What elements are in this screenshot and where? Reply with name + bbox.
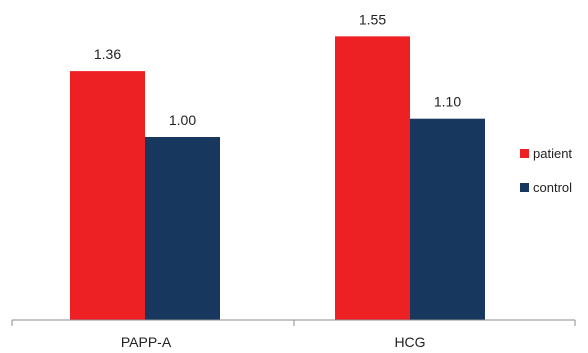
value-label-control-hcg: 1.10: [434, 94, 461, 110]
legend-label-control: control: [533, 179, 573, 195]
bar-patient-papp-a: [70, 71, 145, 321]
legend-swatch-patient: [520, 148, 529, 158]
legend: patient control: [520, 143, 572, 211]
category-label-hcg: HCG: [394, 334, 425, 350]
category-label-papp-a: PAPP-A: [121, 334, 172, 350]
value-labels-group: 1.36 1.00 1.55 1.10: [94, 11, 461, 128]
value-label-patient-hcg: 1.55: [359, 11, 386, 27]
bar-patient-hcg: [335, 36, 410, 320]
bar-control-papp-a: [145, 137, 220, 320]
legend-item-patient: patient: [520, 143, 572, 163]
legend-item-control: control: [520, 177, 572, 197]
legend-swatch-control: [520, 182, 529, 192]
legend-label-patient: patient: [533, 145, 573, 161]
bars-group: [70, 36, 485, 321]
bar-control-hcg: [410, 118, 485, 320]
value-label-control-papp-a: 1.00: [169, 112, 196, 128]
value-label-patient-papp-a: 1.36: [94, 46, 121, 62]
